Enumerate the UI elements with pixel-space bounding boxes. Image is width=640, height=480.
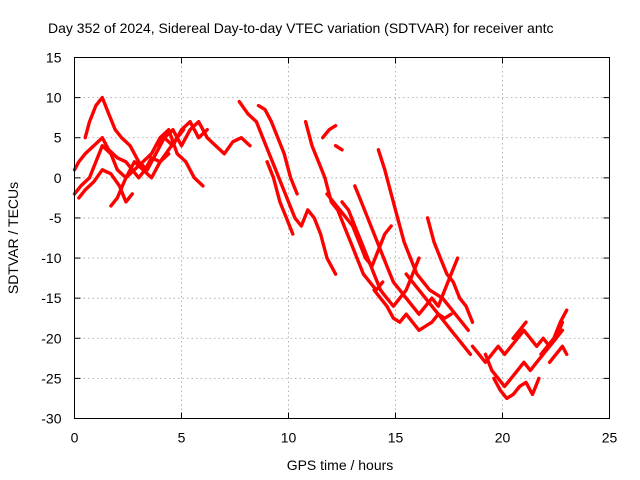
series-line-arc-3 (72, 143, 171, 196)
y-tick-label: -10 (41, 250, 61, 266)
y-tick-label: -30 (41, 411, 61, 427)
y-tick-label: 5 (54, 130, 62, 146)
series-line-arc-4 (77, 168, 135, 204)
x-axis-title: GPS time / hours (287, 457, 394, 473)
y-axis-title: SDTVAR / TECUs (5, 182, 21, 294)
series-line-arc-7 (237, 99, 338, 276)
axis-ticks: 0 5 10 15 20 25 -30 -25 -20 -15 -10 -5 0 5 10 15 (41, 50, 617, 446)
x-tick-label: 5 (178, 430, 186, 446)
y-tick-label: -5 (49, 210, 62, 226)
series-line-arc-8 (256, 103, 299, 196)
series-line-arc-6 (154, 119, 252, 156)
series-line-arc-19 (425, 216, 475, 324)
y-tick-label: -15 (41, 290, 61, 306)
series-line-arc-13 (333, 143, 344, 152)
series-line-arc-14 (340, 200, 421, 308)
series-line-arc-25 (547, 344, 569, 364)
series-line-arc-18 (404, 272, 473, 356)
y-tick-label: 0 (54, 170, 62, 186)
y-tick-label: 15 (46, 50, 62, 66)
series-line-arc-12 (325, 192, 393, 268)
series-line-arc-10 (303, 119, 385, 292)
grid (74, 57, 610, 419)
series-line-arc-15 (353, 184, 460, 316)
series-line-arc-23 (511, 320, 528, 340)
series-group (72, 95, 569, 401)
series-line-arc-9 (265, 160, 295, 236)
chart-title: Day 352 of 2024, Sidereal Day-to-day VTE… (48, 20, 554, 36)
y-tick-label: -20 (41, 330, 61, 346)
series-line-arc-24 (539, 308, 569, 356)
x-tick-label: 10 (281, 430, 297, 446)
y-tick-label: -25 (41, 370, 61, 386)
x-tick-label: 15 (388, 430, 404, 446)
series-line-arc-16 (376, 148, 470, 332)
plot-frame (74, 57, 610, 419)
y-tick-label: 10 (46, 90, 62, 106)
x-tick-label: 25 (602, 430, 618, 446)
series-line-arc-22 (492, 376, 541, 401)
series-line-arc-2 (83, 95, 209, 172)
series-line-arc-21 (483, 320, 565, 389)
x-tick-label: 20 (495, 430, 511, 446)
x-tick-label: 0 (71, 430, 79, 446)
series-line-arc-11 (321, 123, 338, 140)
